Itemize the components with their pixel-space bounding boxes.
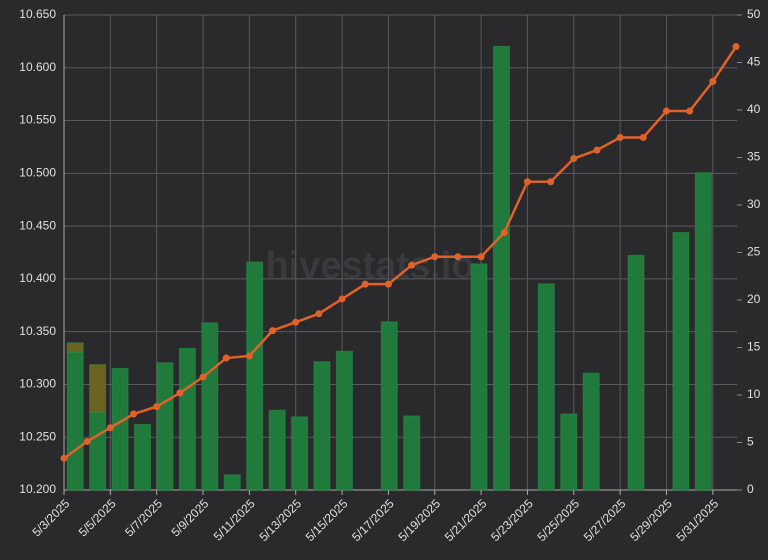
point [361,280,369,288]
point [639,133,647,141]
bar [89,364,107,413]
bar [246,261,264,491]
y2-tick-label: 40 [747,102,761,116]
y-tick-label: 10.400 [19,271,56,285]
point [709,78,717,85]
y-tick-label: 10.450 [19,218,56,232]
y-tick-label: 10.600 [19,60,56,74]
bar [380,321,398,491]
y-tick-label: 10.250 [19,429,56,443]
y2-tick-label: 10 [747,387,761,401]
y2-tick-label: 15 [747,340,761,354]
bar [537,283,555,491]
bar [403,415,421,491]
point [454,253,462,261]
point [176,389,184,397]
point [292,318,300,326]
bar [268,409,286,491]
bar [470,263,488,491]
y2-tick-label: 45 [747,55,761,69]
point [662,107,670,115]
point [408,261,416,269]
y-tick-label: 10.200 [19,482,56,496]
bar [178,347,196,491]
bar [492,45,510,491]
bar [694,172,712,491]
point [315,310,323,318]
bar [223,474,241,491]
bar [111,367,129,491]
line [63,45,738,460]
y-tick-label: 10.650 [19,7,56,21]
bar [291,416,309,491]
y2-tick-label: 20 [747,292,761,306]
y-tick-label: 10.500 [19,166,56,180]
bar [672,232,690,491]
point [222,354,230,362]
bar [66,342,84,353]
point [593,146,601,154]
point [338,295,346,303]
point [547,178,555,186]
watermark: hivestats.io [265,245,474,287]
point [106,424,114,432]
bar [335,350,353,491]
point [130,410,138,418]
bar [560,413,578,491]
bar [66,351,84,491]
point [245,352,253,360]
point [269,327,277,335]
bar [134,423,152,491]
bar [627,254,645,491]
point [431,253,439,261]
bar [89,411,107,491]
point [199,373,207,381]
y-tick-label: 10.350 [19,324,56,338]
point [477,253,485,261]
y2-tick-label: 0 [747,482,754,496]
y2-tick-label: 30 [747,197,761,211]
point [570,155,578,163]
bar [582,372,600,491]
y2-tick-label: 25 [747,245,761,259]
point [60,454,68,462]
bar [156,362,174,491]
y2-tick-label: 50 [747,7,761,21]
point [523,178,531,186]
bar [201,322,219,491]
point [732,43,740,51]
y-tick-label: 10.300 [19,377,56,391]
y-tick-label: 10.550 [19,113,56,127]
y2-tick-label: 35 [747,150,761,164]
point [384,280,392,288]
point [500,228,508,236]
point [686,107,694,115]
bar [313,361,331,491]
point [153,403,161,411]
point [616,133,624,141]
point [83,437,91,445]
y2-tick-label: 5 [747,435,754,449]
